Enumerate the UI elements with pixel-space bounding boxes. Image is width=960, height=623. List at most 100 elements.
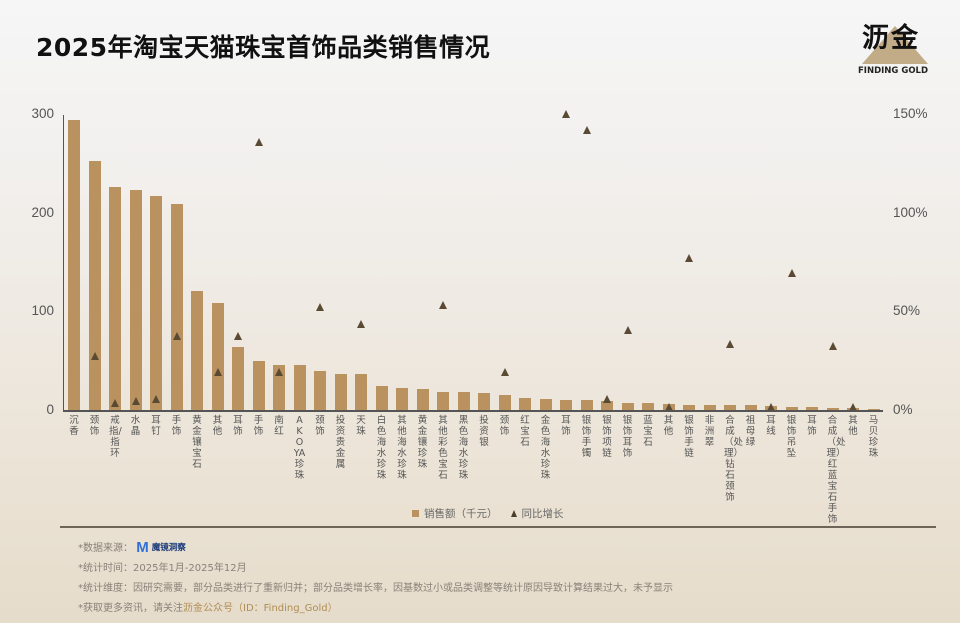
x-tick-label: 颈饰 [315, 415, 325, 437]
bar [498, 395, 511, 410]
legend-marker-label: 同比增长 [521, 508, 564, 520]
bar [601, 401, 613, 410]
x-tick-label: 水晶 [130, 415, 141, 437]
x-tick-label: 耳饰 [233, 415, 243, 437]
bar [355, 373, 367, 410]
x-tick-label: 颈饰 [89, 415, 100, 437]
y-tick-100: 100 [31, 303, 54, 318]
plot-area [63, 110, 883, 412]
x-tick-label: 非洲翠 [704, 415, 715, 448]
bar [683, 405, 695, 410]
bar [191, 291, 203, 410]
source-logo: M 魔镜洞察 [136, 539, 186, 556]
growth-marker-icon [213, 367, 222, 376]
bar-swatch-icon [412, 510, 419, 517]
bar [478, 393, 490, 410]
bar [519, 398, 531, 410]
y-tick-200: 200 [31, 205, 54, 220]
triangle-marker-icon [510, 510, 517, 517]
growth-marker-icon [90, 351, 99, 360]
growth-marker-icon [787, 269, 796, 278]
x-tick-label: 祖母绿 [745, 415, 756, 448]
bar [232, 347, 244, 410]
triangle-logo-icon [862, 26, 928, 64]
bar [273, 364, 285, 410]
divider [60, 526, 936, 528]
x-tick-label: 耳饰 [807, 415, 817, 437]
x-tick-label: 黄金镶珍珠 [417, 415, 428, 470]
note-period: *统计时间：2025年1月-2025年12月 [78, 563, 247, 574]
x-tick-label: 南红 [274, 415, 284, 437]
x-tick-label: 投资贵金属 [335, 415, 346, 470]
x-axis-line [63, 410, 883, 412]
x-tick-label: 投资银 [479, 415, 489, 448]
brand-logo: 沥金 FINDING GOLD [856, 14, 936, 78]
bar [703, 405, 716, 410]
wechat-account-link[interactable]: 沥金公众号 [183, 603, 233, 614]
growth-marker-icon [603, 395, 611, 404]
legend-bar-label: 销售额（千元） [424, 508, 498, 520]
growth-marker-icon [275, 367, 283, 376]
growth-marker-icon [767, 403, 775, 412]
y2-tick-150: 150% [893, 106, 928, 121]
note-source: *数据来源： M 魔镜洞察 [78, 539, 186, 556]
growth-marker-icon [562, 110, 570, 118]
x-tick-label: 沉香 [69, 415, 79, 437]
y-axis-line [63, 115, 64, 411]
growth-marker-icon [664, 403, 673, 412]
bar [334, 373, 347, 410]
bar [826, 408, 839, 410]
growth-marker-icon [254, 137, 263, 146]
bar [457, 392, 470, 410]
x-tick-label: 天珠 [356, 415, 366, 437]
logo-en: FINDING GOLD [858, 66, 929, 76]
bar [375, 386, 388, 410]
x-tick-label: 马贝珍珠 [868, 415, 879, 459]
y-tick-0: 0 [46, 402, 54, 417]
bar [539, 399, 552, 410]
bar [314, 370, 326, 410]
growth-marker-icon [234, 332, 242, 341]
x-tick-label: 其他彩色宝石 [438, 415, 448, 481]
x-tick-label: 银饰手链 [684, 415, 694, 459]
x-tick-label: 手饰 [253, 415, 264, 437]
bar [68, 119, 80, 410]
bar [437, 392, 449, 410]
growth-marker-icon [131, 397, 140, 406]
growth-marker-icon [582, 125, 591, 134]
footnotes: *数据来源： M 魔镜洞察 *统计时间：2025年1月-2025年12月 *统计… [78, 538, 673, 619]
bar [785, 407, 798, 410]
note-dimension: *统计维度：因研究需要，部分品类进行了重新归并；部分品类增长率，因基数过小或品类… [78, 583, 673, 594]
x-tick-label: 其他 [663, 415, 674, 437]
legend: 销售额（千元） 同比增长 [412, 506, 564, 521]
bar [724, 405, 736, 410]
x-tick-label: 其他海水珍珠 [397, 415, 407, 481]
bar [867, 409, 880, 410]
x-tick-label: 红宝石 [520, 415, 530, 448]
y2-tick-50: 50% [893, 303, 921, 318]
y2-tick-100: 100% [893, 205, 928, 220]
x-tick-label: 黄金镶宝石 [192, 415, 202, 470]
y-tick-300: 300 [31, 106, 54, 121]
bar [744, 405, 757, 410]
note-more: *获取更多资讯，请关注沥金公众号（ID：Finding_Gold） [78, 603, 338, 614]
logo-cn: 沥金 [862, 23, 920, 54]
bar [129, 189, 142, 410]
bar [252, 360, 265, 410]
x-tick-label: AKOYA珍珠 [293, 415, 306, 481]
bar [211, 302, 224, 410]
growth-marker-icon [111, 399, 119, 408]
bar [580, 400, 593, 410]
bar [416, 389, 429, 410]
x-tick-label: 银饰耳饰 [622, 415, 633, 459]
growth-marker-icon [500, 367, 509, 376]
bar [109, 186, 121, 410]
x-tick-label: 合成（处理）红蓝宝石手饰 [826, 415, 846, 525]
x-tick-label: 银饰项链 [602, 415, 612, 459]
growth-marker-icon [172, 332, 181, 341]
growth-marker-icon [316, 302, 324, 311]
x-tick-label: 合成（处理）钻石颈饰 [724, 415, 744, 503]
x-tick-label: 手饰 [171, 415, 182, 437]
x-tick-label: 耳饰 [561, 415, 571, 437]
m-logo-icon: M [136, 539, 149, 556]
